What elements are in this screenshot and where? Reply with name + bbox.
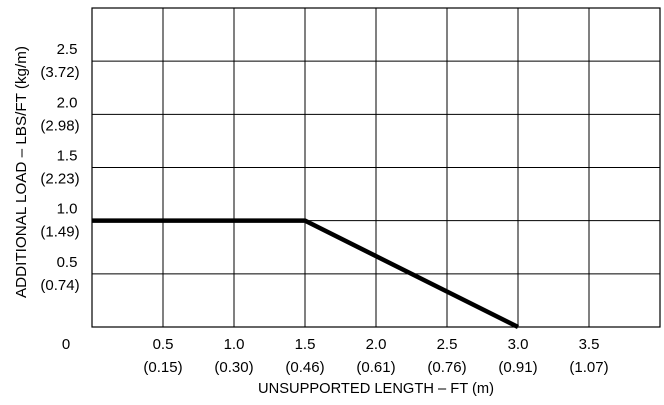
x-tick-sublabel: (0.61) <box>356 359 395 376</box>
y-tick-sublabel: (1.49) <box>40 224 79 241</box>
x-tick-sublabel: (1.07) <box>569 359 608 376</box>
x-tick-sublabel: (0.15) <box>143 359 182 376</box>
x-tick-label: 1.0 <box>224 336 245 353</box>
x-tick-label: 0.5 <box>153 336 174 353</box>
y-axis-label: ADDITIONAL LOAD – LBS/FT (kg/m) <box>13 46 30 298</box>
y-tick-label: 0.5 <box>57 254 78 271</box>
chart-grid <box>92 8 660 327</box>
x-tick-label: 2.5 <box>437 336 458 353</box>
x-tick-labels: 0.5 (0.15) 1.0 (0.30) 1.5 (0.46) 2.0 (0.61) 2.5 (… <box>143 336 608 376</box>
y-tick-label: 1.0 <box>57 201 78 218</box>
x-tick-label: 3.5 <box>579 336 600 353</box>
y-tick-sublabel: (2.23) <box>40 171 79 188</box>
x-tick-sublabel: (0.76) <box>427 359 466 376</box>
y-tick-sublabel: (2.98) <box>40 117 79 134</box>
x-tick-sublabel: (0.91) <box>498 359 537 376</box>
y-tick-label: 2.0 <box>57 94 78 111</box>
x-tick-sublabel: (0.30) <box>214 359 253 376</box>
x-tick-sublabel: (0.46) <box>285 359 324 376</box>
x-tick-label: 3.0 <box>508 336 529 353</box>
y-tick-sublabel: (0.74) <box>40 277 79 294</box>
series-line <box>92 218 520 330</box>
x-tick-label: 2.0 <box>366 336 387 353</box>
y-tick-label: 2.5 <box>57 41 78 58</box>
y-tick-label: 1.5 <box>57 148 78 165</box>
y-tick-labels: 0.5 (0.74) 1.0 (1.49) 1.5 (2.23) 2.0 (2.98) 2.5 (… <box>40 41 79 294</box>
x-axis-label: UNSUPPORTED LENGTH – FT (m) <box>258 380 494 397</box>
origin-label: 0 <box>62 336 70 353</box>
plot-frame <box>91 7 661 328</box>
y-tick-sublabel: (3.72) <box>40 64 79 81</box>
x-tick-label: 1.5 <box>295 336 316 353</box>
